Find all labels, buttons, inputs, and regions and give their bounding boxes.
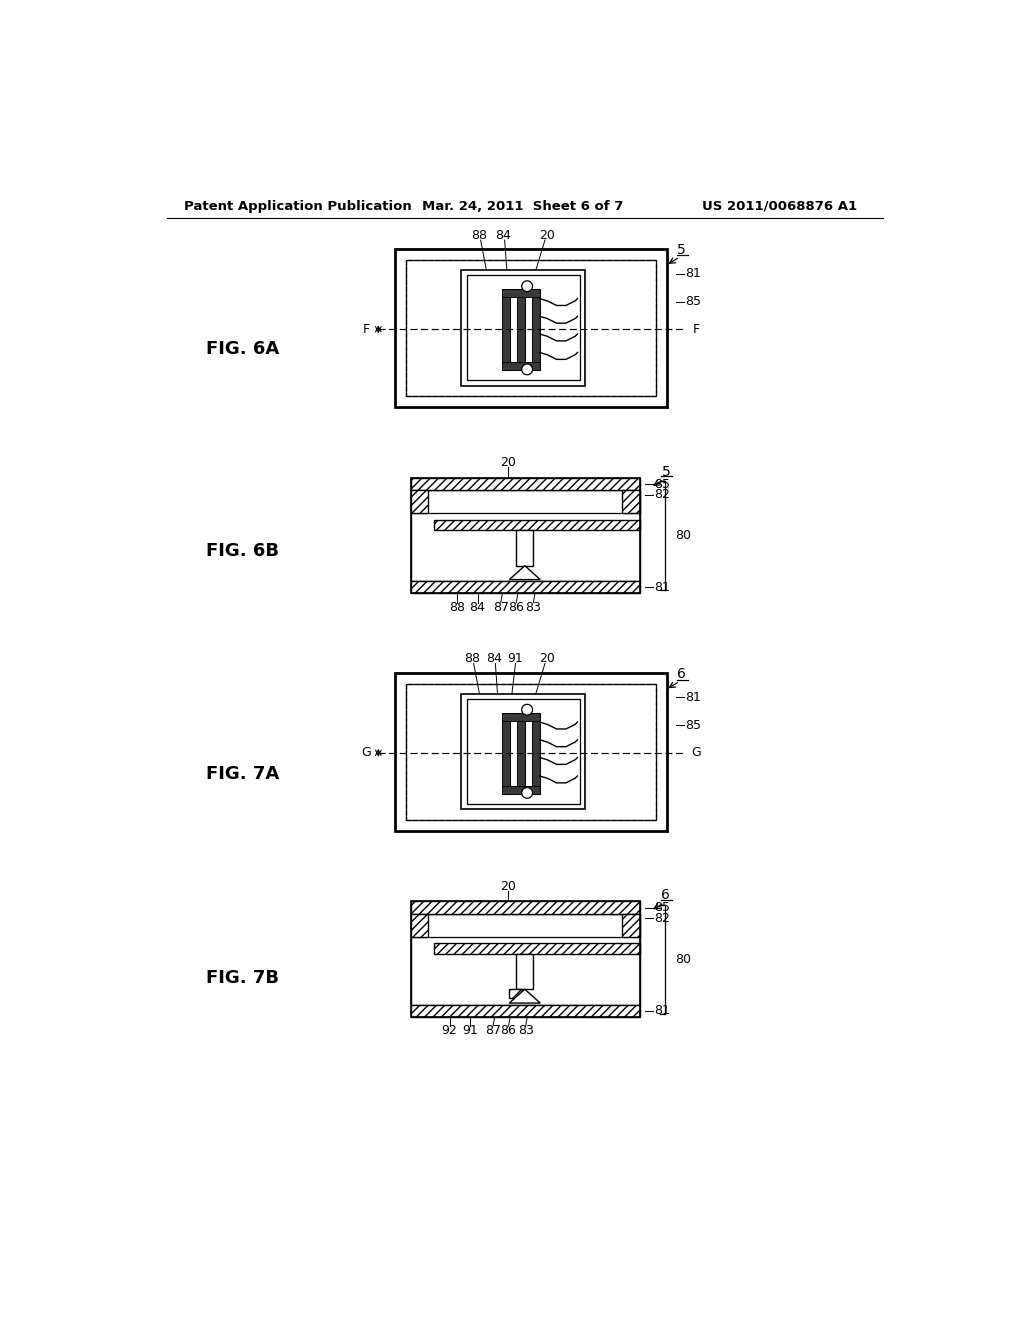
Text: FIG. 6A: FIG. 6A [206,341,280,358]
Text: G: G [361,746,371,759]
Text: 81: 81 [654,581,670,594]
Text: Patent Application Publication: Patent Application Publication [183,199,412,213]
Text: 80: 80 [675,953,691,966]
Text: 88: 88 [450,601,465,614]
Text: FIG. 7A: FIG. 7A [206,766,280,783]
Text: US 2011/0068876 A1: US 2011/0068876 A1 [701,199,857,213]
Bar [411,1005,640,1016]
Bar [531,289,540,370]
Bar [411,581,640,594]
Bar [407,260,655,396]
Bar [407,260,655,396]
Bar [503,713,540,721]
Text: 85: 85 [654,902,671,915]
Bar [395,673,667,830]
Text: 92: 92 [441,1024,458,1038]
Text: 84: 84 [470,601,485,614]
Text: 6: 6 [677,668,686,681]
Text: 81: 81 [685,268,701,280]
Text: 20: 20 [500,879,516,892]
Circle shape [521,364,532,375]
Bar [467,700,580,804]
Text: 82: 82 [654,488,670,502]
Bar [411,902,640,1016]
Polygon shape [509,989,541,1003]
Bar [516,531,534,566]
Text: 80: 80 [675,529,691,543]
Text: 20: 20 [500,455,516,469]
Bar [517,713,524,793]
Text: 88: 88 [464,652,480,665]
Text: 5: 5 [677,243,686,257]
Bar [395,249,667,407]
Bar [434,520,640,531]
Text: F: F [692,323,699,335]
Text: 20: 20 [540,228,555,242]
Bar [531,713,540,793]
Text: 86: 86 [501,1024,516,1038]
Text: FIG. 6B: FIG. 6B [206,543,280,560]
Bar [461,693,586,809]
Polygon shape [509,566,541,579]
Bar [407,684,655,820]
Text: Mar. 24, 2011  Sheet 6 of 7: Mar. 24, 2011 Sheet 6 of 7 [423,199,624,213]
Text: 87: 87 [485,1024,501,1038]
Text: 85: 85 [685,296,701,308]
Text: F: F [362,323,370,335]
Bar [503,713,510,793]
Text: 82: 82 [654,912,670,925]
Text: 83: 83 [525,601,542,614]
Text: 83: 83 [518,1024,534,1038]
Bar [516,954,534,989]
Bar [407,684,655,820]
Text: 86: 86 [508,601,524,614]
Bar [411,478,640,490]
Bar [509,989,522,998]
Circle shape [521,281,532,292]
Bar [411,913,640,1005]
Bar [503,289,510,370]
Bar [461,271,586,385]
Bar [503,289,540,297]
Circle shape [521,705,532,715]
Circle shape [521,788,532,799]
Bar [411,490,640,581]
Bar [467,276,580,380]
Text: FIG. 7B: FIG. 7B [206,969,280,987]
Bar [503,363,540,370]
Text: 5: 5 [662,465,671,479]
Text: 84: 84 [485,652,502,665]
Text: 84: 84 [496,228,511,242]
Text: 91: 91 [508,652,523,665]
Text: 91: 91 [462,1024,477,1038]
Bar [517,289,524,370]
Text: 87: 87 [493,601,509,614]
Bar [503,785,540,793]
Text: 20: 20 [540,652,555,665]
Text: G: G [691,746,701,759]
Bar [411,490,428,513]
Text: 85: 85 [685,718,701,731]
Text: 81: 81 [654,1005,670,1018]
Bar [411,913,428,937]
Text: 81: 81 [685,690,701,704]
Text: 85: 85 [654,478,671,491]
Text: 88: 88 [471,228,487,242]
Bar [434,942,640,954]
Text: 6: 6 [662,888,671,903]
Bar [623,913,640,937]
Bar [411,902,640,913]
Bar [623,490,640,513]
Bar [411,478,640,594]
